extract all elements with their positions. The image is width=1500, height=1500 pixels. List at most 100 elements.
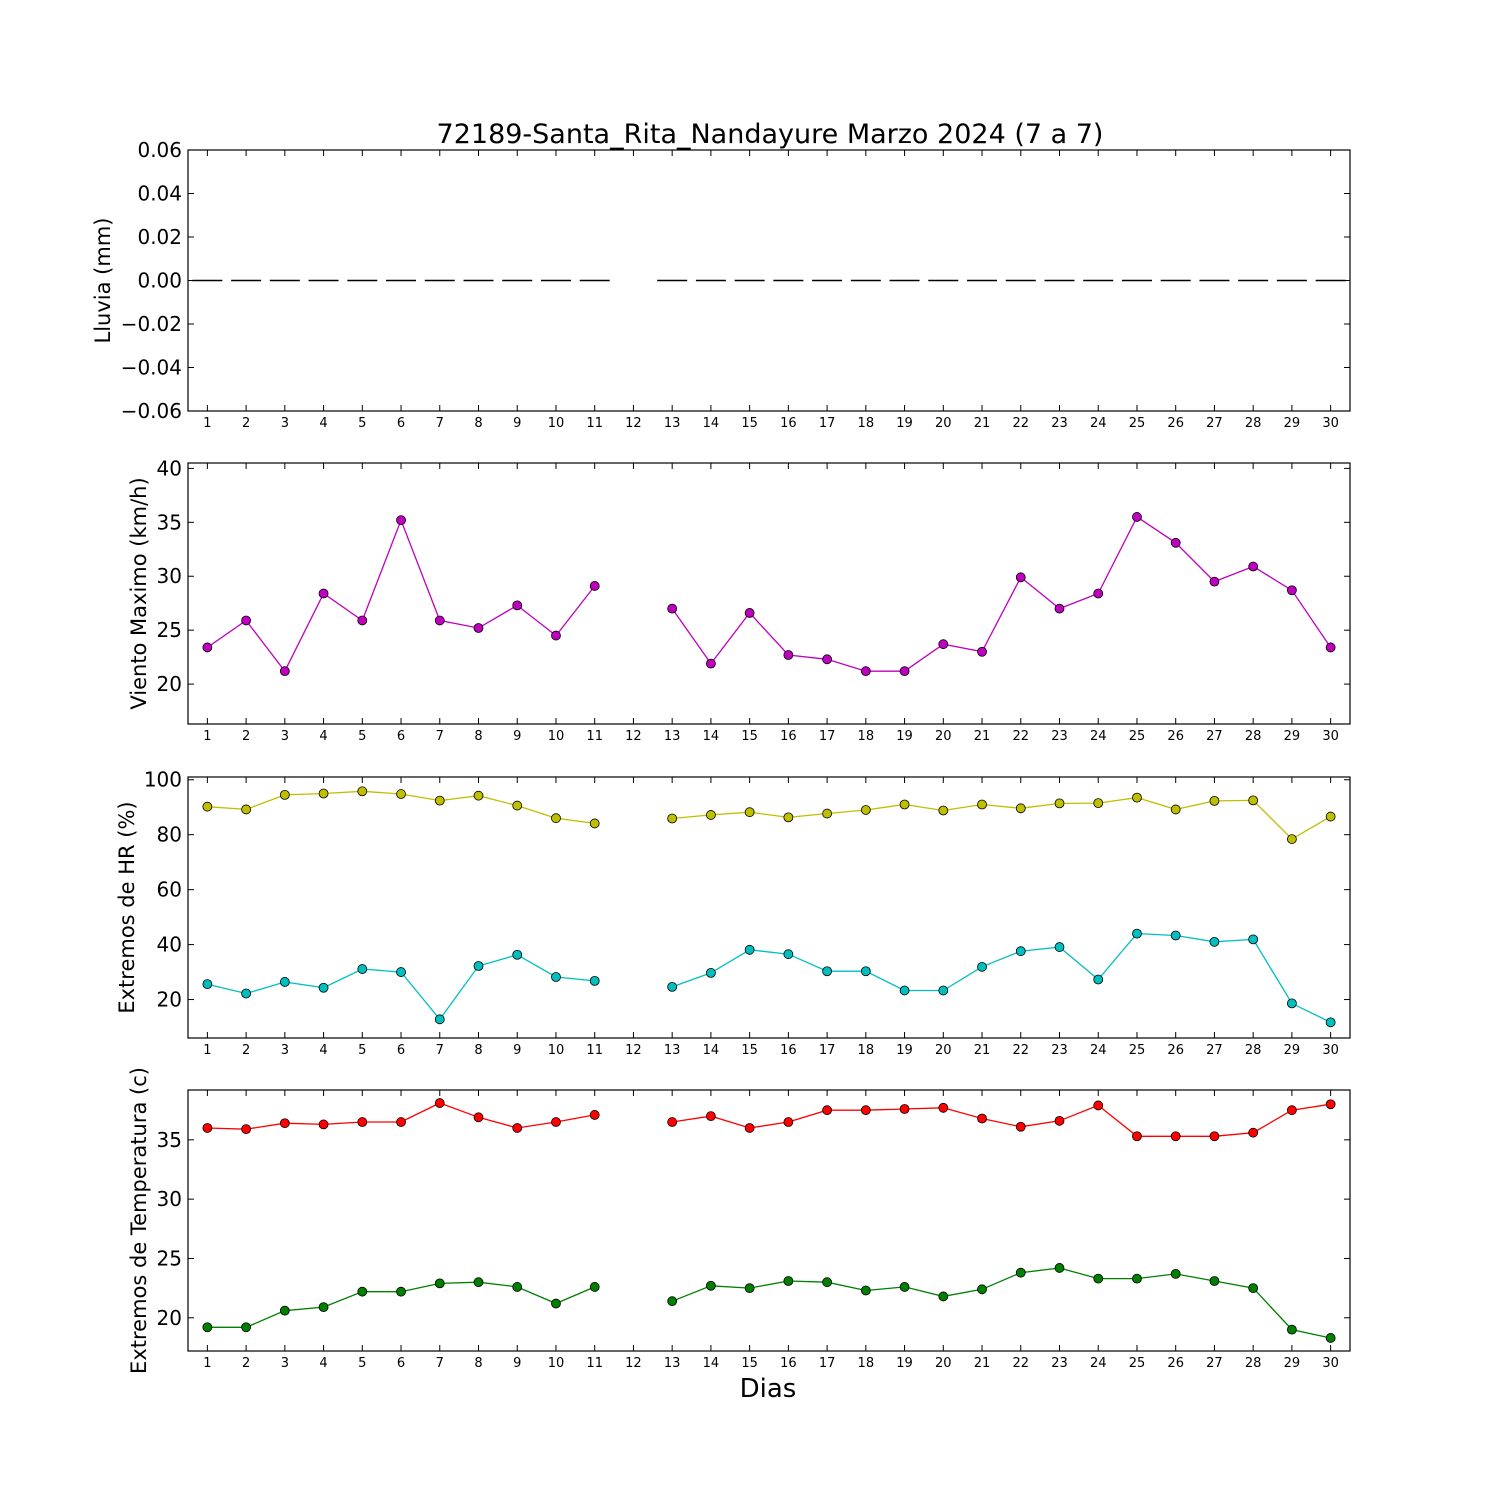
data-point	[1132, 1273, 1142, 1284]
chart-title: 72189-Santa_Rita_Nandayure Marzo 2024 (7…	[437, 119, 1104, 150]
data-point	[783, 1276, 794, 1286]
data-point	[1287, 834, 1297, 844]
x-tick-label: 15	[741, 1043, 758, 1058]
data-point	[860, 966, 871, 977]
data-point	[822, 1277, 832, 1288]
x-tick-label: 19	[896, 1356, 913, 1371]
data-point	[822, 1105, 832, 1116]
data-point	[434, 1014, 445, 1025]
x-tick-label: 27	[1206, 416, 1223, 431]
data-point	[1054, 798, 1065, 809]
x-tick-label: 27	[1206, 1356, 1223, 1371]
x-tick-label: 3	[281, 416, 289, 431]
panels: 0.060.040.020.00−0.02−0.04−0.061 2 3 4 5 6 7 8 9…	[91, 138, 1351, 1374]
data-point	[822, 966, 832, 977]
data-point	[551, 1298, 561, 1309]
data-point	[860, 1285, 871, 1296]
data-point	[667, 813, 678, 824]
x-tick-label: 1	[203, 729, 211, 744]
y-axis-label: Extremos de Temperatura (c)	[127, 1067, 151, 1374]
x-tick-label: 16	[780, 1356, 797, 1371]
x-tick-label: 30	[1322, 416, 1339, 431]
x-tick-label: 28	[1245, 729, 1262, 744]
x-tick-label: 22	[1012, 729, 1029, 744]
x-tick-label: 20	[935, 1043, 952, 1058]
x-tick-label: 24	[1090, 1356, 1107, 1371]
data-point	[512, 1123, 523, 1133]
data-point	[396, 515, 406, 526]
y-tick-label: 20	[157, 1306, 182, 1330]
data-point	[1287, 585, 1297, 596]
y-tick-label: 30	[157, 564, 182, 588]
data-point	[589, 581, 600, 591]
data-point	[1209, 1131, 1220, 1142]
data-point	[434, 615, 445, 626]
data-point	[202, 1322, 213, 1333]
data-point	[860, 1105, 871, 1116]
x-tick-label: 7	[436, 729, 444, 744]
data-point	[434, 1098, 445, 1108]
data-point	[279, 1118, 290, 1129]
data-point	[783, 812, 794, 823]
panel-lluvia: 0.060.040.020.00−0.02−0.04−0.061 2 3 4 5 6 7 8 9…	[91, 138, 1351, 431]
data-point	[1209, 576, 1220, 587]
data-point	[241, 1124, 252, 1135]
series-temp-1	[202, 1263, 1336, 1343]
data-point	[860, 666, 871, 677]
data-point	[1287, 1105, 1297, 1116]
data-point	[1054, 1263, 1065, 1273]
data-point	[1248, 934, 1259, 945]
x-tick-label: 2	[242, 416, 250, 431]
data-point	[977, 961, 987, 972]
x-tick-label: 3	[281, 729, 289, 744]
y-tick-label: 40	[157, 456, 182, 480]
x-tick-label: 11	[586, 1043, 603, 1058]
data-point	[1015, 1267, 1026, 1278]
x-tick-label: 26	[1167, 1043, 1184, 1058]
x-tick-label: 20	[935, 1356, 952, 1371]
data-point	[396, 1286, 406, 1297]
x-tick-label: 4	[319, 1043, 327, 1058]
data-point	[357, 1117, 368, 1127]
data-point	[706, 967, 716, 978]
x-tick-label: 14	[703, 729, 720, 744]
x-tick-label: 13	[664, 1356, 681, 1371]
series-hr-1	[202, 928, 1336, 1028]
data-point	[1132, 512, 1142, 522]
x-tick-label: 10	[548, 1043, 565, 1058]
series-line	[671, 1267, 1331, 1339]
x-tick-label: 10	[548, 729, 565, 744]
x-tick-label: 23	[1051, 1356, 1068, 1371]
data-point	[744, 807, 755, 818]
x-tick-label: 29	[1284, 416, 1301, 431]
series-line	[207, 518, 596, 673]
y-axis-label: Lluvia (mm)	[91, 218, 115, 344]
x-axis-label: Dias	[740, 1374, 797, 1404]
x-tick-label: 26	[1167, 1356, 1184, 1371]
y-tick-label: 0.00	[137, 269, 182, 293]
data-point	[589, 975, 600, 986]
x-tick-label: 6	[397, 416, 405, 431]
data-point	[899, 1104, 910, 1114]
x-tick-label: 1	[203, 1043, 211, 1058]
data-point	[551, 813, 561, 824]
data-point	[1054, 603, 1065, 614]
data-point	[1325, 811, 1336, 822]
data-point	[938, 639, 949, 650]
x-tick-label: 13	[664, 416, 681, 431]
x-tick-label: 1	[203, 1356, 211, 1371]
data-point	[473, 961, 484, 971]
data-point	[706, 1280, 716, 1291]
data-point	[512, 600, 523, 611]
x-tick-label: 2	[242, 1356, 250, 1371]
data-point	[318, 588, 329, 599]
x-tick-label: 25	[1129, 1043, 1146, 1058]
data-point	[822, 808, 832, 819]
x-tick-label: 16	[780, 729, 797, 744]
x-tick-label: 5	[358, 416, 366, 431]
y-tick-label: 40	[157, 933, 182, 957]
series-line	[671, 932, 1331, 1023]
x-tick-label: 18	[858, 1043, 875, 1058]
x-tick-label: 8	[474, 729, 482, 744]
